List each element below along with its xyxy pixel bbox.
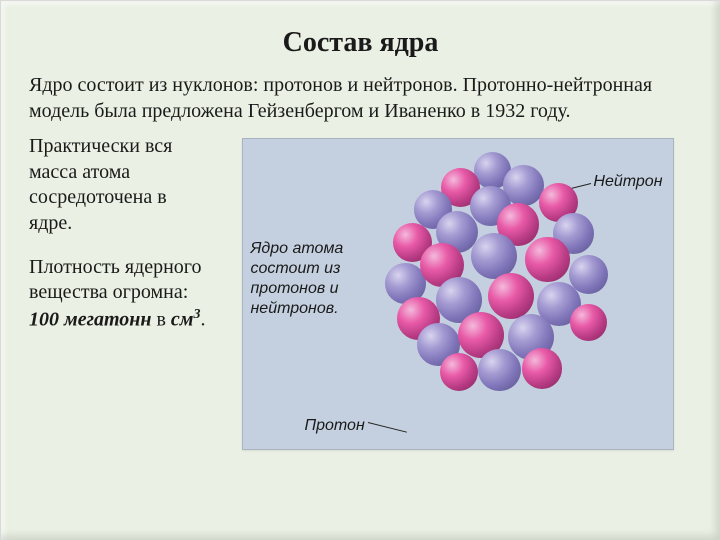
density-unit-exp: 3: [194, 307, 201, 322]
slide-title: Состав ядра: [29, 27, 692, 59]
density-suffix: .: [201, 308, 206, 330]
neutron-sphere: [471, 233, 517, 279]
nucleus-cluster: [393, 167, 633, 407]
density-in: в: [151, 308, 170, 330]
neutron-sphere: [478, 349, 520, 391]
proton-sphere: [525, 237, 569, 281]
callout-line-proton: [367, 422, 406, 433]
proton-sphere: [570, 304, 607, 341]
density-paragraph: Плотность ядерного вещества огромна: 100…: [29, 255, 209, 333]
body-row: Практически вся масса атома сосредоточен…: [29, 134, 692, 450]
proton-sphere: [522, 348, 563, 389]
slide-card: Состав ядра Ядро состоит из нуклонов: пр…: [0, 0, 720, 540]
figure-wrap: Ядро атома состоит из протонов и нейтрон…: [223, 134, 692, 450]
density-value: 100 мегатонн: [29, 308, 151, 330]
mass-paragraph: Практически вся масса атома сосредоточен…: [29, 134, 209, 236]
proton-sphere: [488, 273, 534, 319]
label-proton: Протон: [305, 417, 365, 435]
intro-paragraph: Ядро состоит из нуклонов: протонов и ней…: [29, 73, 692, 124]
proton-sphere: [440, 353, 479, 392]
density-prefix: Плотность ядерного вещества огромна:: [29, 256, 202, 304]
density-unit-base: см: [171, 308, 194, 330]
left-column: Практически вся масса атома сосредоточен…: [29, 134, 209, 450]
figure-caption: Ядро атома состоит из протонов и нейтрон…: [251, 239, 371, 319]
nucleus-figure: Ядро атома состоит из протонов и нейтрон…: [242, 138, 674, 450]
